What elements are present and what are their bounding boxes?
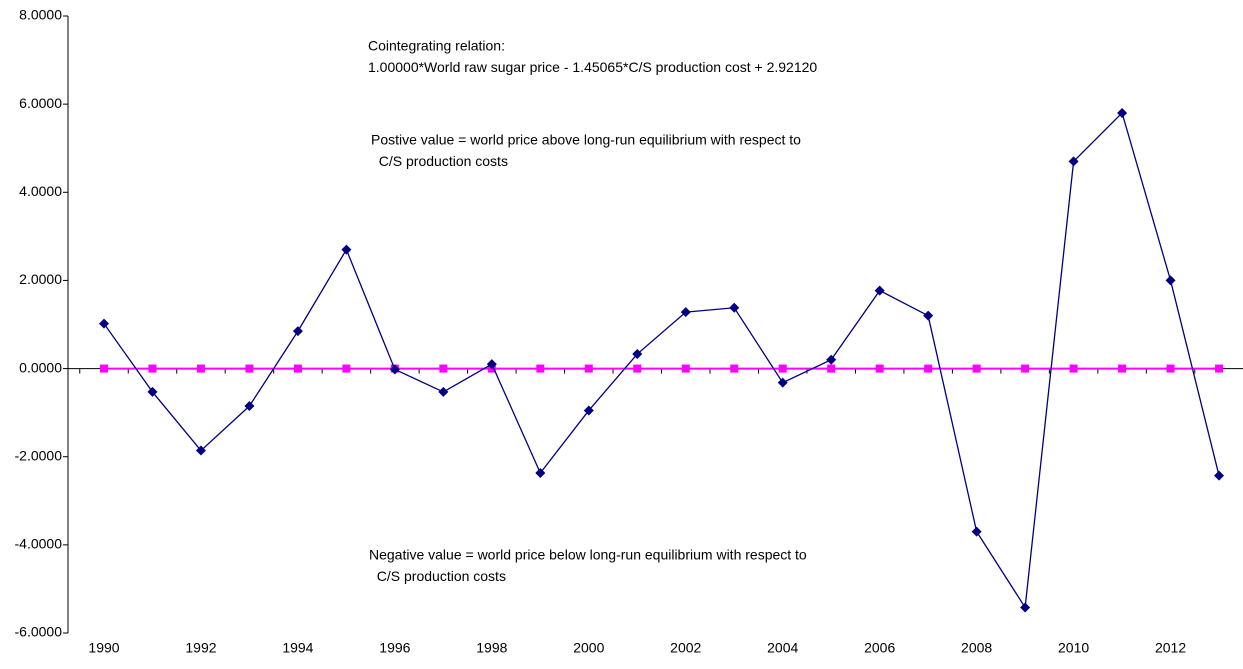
marker xyxy=(196,364,205,373)
marker xyxy=(584,364,593,373)
marker xyxy=(729,302,740,313)
y-tick-label: 8.0000 xyxy=(19,7,62,23)
x-tick-label: 1994 xyxy=(282,640,313,656)
x-tick-label: 1992 xyxy=(185,640,216,656)
y-tick-label: -6.0000 xyxy=(15,624,63,640)
marker xyxy=(874,285,885,296)
annotation: C/S production costs xyxy=(371,153,508,169)
marker xyxy=(971,526,982,537)
marker xyxy=(439,364,448,373)
x-tick-label: 2004 xyxy=(767,640,798,656)
marker xyxy=(1069,364,1078,373)
marker xyxy=(1215,364,1224,373)
marker xyxy=(923,310,934,321)
marker xyxy=(875,364,884,373)
marker xyxy=(972,364,981,373)
marker xyxy=(1118,364,1127,373)
marker xyxy=(244,401,255,412)
marker xyxy=(924,364,933,373)
marker xyxy=(730,364,739,373)
marker xyxy=(1021,364,1030,373)
marker xyxy=(1068,156,1079,167)
annotation: C/S production costs xyxy=(369,568,506,584)
marker xyxy=(292,326,303,337)
marker xyxy=(99,318,109,329)
marker xyxy=(293,364,302,373)
marker xyxy=(438,386,449,397)
y-tick-label: 6.0000 xyxy=(19,95,62,111)
annotation: 1.00000*World raw sugar price - 1.45065*… xyxy=(368,59,817,75)
marker xyxy=(245,364,254,373)
marker xyxy=(633,364,642,373)
marker xyxy=(827,364,836,373)
marker xyxy=(778,364,787,373)
y-tick-label: -2.0000 xyxy=(15,447,63,463)
x-tick-label: 2010 xyxy=(1058,640,1089,656)
marker xyxy=(342,364,351,373)
annotation: Cointegrating relation: xyxy=(368,38,505,54)
annotation: Negative value = world price below long-… xyxy=(369,547,807,563)
marker xyxy=(632,349,643,360)
y-tick-label: -4.0000 xyxy=(15,536,63,552)
x-tick-label: 2012 xyxy=(1155,640,1186,656)
marker xyxy=(1117,107,1128,118)
marker xyxy=(341,244,352,255)
x-tick-label: 2000 xyxy=(573,640,604,656)
marker xyxy=(536,364,545,373)
x-tick-label: 1990 xyxy=(88,640,119,656)
marker xyxy=(486,359,497,370)
marker xyxy=(1165,275,1176,286)
marker xyxy=(148,364,157,373)
marker xyxy=(826,354,837,365)
marker xyxy=(389,364,400,375)
marker xyxy=(535,468,546,479)
annotation: Postive value = world price above long-r… xyxy=(371,132,801,148)
marker xyxy=(147,386,158,397)
marker xyxy=(1214,470,1225,481)
x-tick-label: 2002 xyxy=(670,640,701,656)
x-tick-label: 2008 xyxy=(961,640,992,656)
y-tick-label: 4.0000 xyxy=(19,183,62,199)
marker xyxy=(680,307,691,318)
marker xyxy=(681,364,690,373)
y-tick-label: 0.0000 xyxy=(19,359,62,375)
y-tick-label: 2.0000 xyxy=(19,271,62,287)
marker xyxy=(583,405,594,416)
marker xyxy=(1020,602,1031,613)
series-line xyxy=(103,111,1220,610)
marker xyxy=(100,364,108,373)
x-tick-label: 1998 xyxy=(476,640,507,656)
marker xyxy=(195,445,206,456)
marker xyxy=(1166,364,1175,373)
x-tick-label: 1996 xyxy=(379,640,410,656)
x-tick-label: 2006 xyxy=(864,640,895,656)
marker xyxy=(777,377,788,388)
